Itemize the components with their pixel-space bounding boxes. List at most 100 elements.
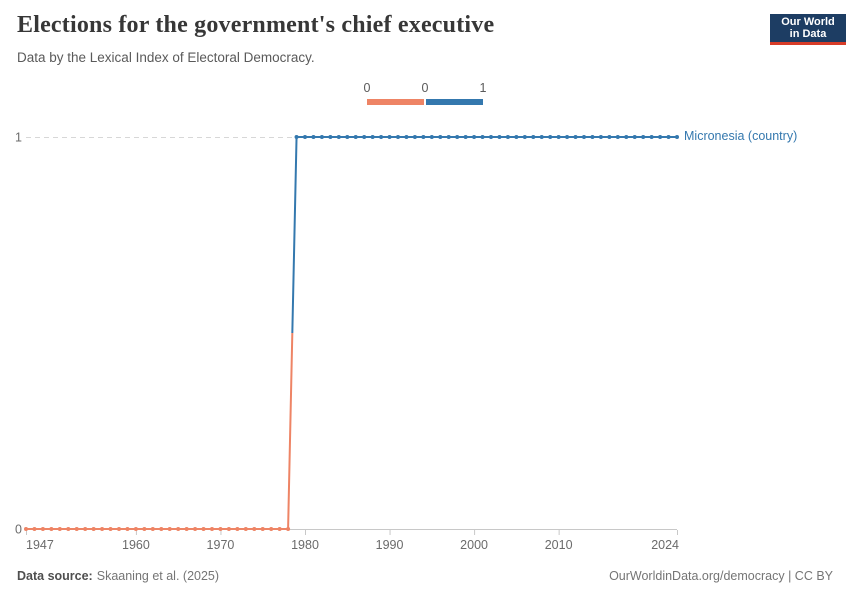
data-point[interactable] bbox=[167, 527, 172, 531]
data-point[interactable] bbox=[142, 527, 147, 531]
data-line-segment[interactable] bbox=[26, 332, 294, 530]
data-point[interactable] bbox=[573, 135, 578, 139]
data-point[interactable] bbox=[108, 527, 113, 531]
data-point[interactable] bbox=[328, 135, 333, 139]
footer-source-text: Skaaning et al. (2025) bbox=[96, 569, 220, 583]
legend-bin-swatch[interactable] bbox=[426, 99, 483, 105]
data-point[interactable] bbox=[277, 527, 282, 531]
data-point[interactable] bbox=[404, 135, 409, 139]
data-point[interactable] bbox=[531, 135, 536, 139]
data-point[interactable] bbox=[489, 135, 493, 139]
data-point[interactable] bbox=[260, 527, 265, 531]
data-point[interactable] bbox=[505, 135, 510, 139]
logo-line1: Our World bbox=[781, 16, 835, 28]
data-point[interactable] bbox=[133, 527, 138, 531]
data-point[interactable] bbox=[311, 135, 316, 139]
data-point[interactable] bbox=[100, 527, 105, 531]
data-point[interactable] bbox=[353, 135, 358, 139]
data-point[interactable] bbox=[74, 527, 79, 531]
x-tick-label: 2000 bbox=[460, 538, 488, 552]
data-point[interactable] bbox=[294, 135, 299, 139]
data-point[interactable] bbox=[49, 527, 54, 531]
data-point[interactable] bbox=[514, 135, 519, 139]
series-label-micronesia[interactable]: Micronesia (country) bbox=[684, 129, 798, 143]
data-point[interactable] bbox=[40, 527, 45, 531]
data-point[interactable] bbox=[666, 135, 671, 139]
x-tick-label: 1947 bbox=[26, 538, 54, 552]
data-point[interactable] bbox=[24, 527, 28, 531]
data-point[interactable] bbox=[463, 135, 468, 139]
data-point[interactable] bbox=[556, 135, 561, 139]
data-point[interactable] bbox=[472, 135, 477, 139]
data-point[interactable] bbox=[379, 135, 384, 139]
data-point[interactable] bbox=[201, 527, 206, 531]
data-point[interactable] bbox=[598, 135, 603, 139]
owid-logo[interactable]: Our World in Data bbox=[770, 14, 846, 45]
footer-source: Data source: Skaaning et al. (2025) bbox=[17, 569, 219, 583]
data-point[interactable] bbox=[455, 135, 460, 139]
data-point[interactable] bbox=[66, 527, 71, 531]
page-subtitle: Data by the Lexical Index of Electoral D… bbox=[17, 50, 315, 65]
x-tick-label: 1980 bbox=[291, 538, 319, 552]
data-point[interactable] bbox=[345, 135, 350, 139]
data-point[interactable] bbox=[446, 135, 451, 139]
data-point[interactable] bbox=[252, 527, 257, 531]
data-point[interactable] bbox=[387, 135, 392, 139]
data-point[interactable] bbox=[286, 527, 291, 531]
legend-label: 1 bbox=[479, 81, 487, 95]
bin-legend[interactable]: 0 0 1 bbox=[363, 81, 486, 106]
data-point[interactable] bbox=[125, 527, 130, 531]
data-point[interactable] bbox=[176, 527, 181, 531]
data-point[interactable] bbox=[370, 135, 375, 139]
logo-line2: in Data bbox=[789, 28, 827, 40]
data-point[interactable] bbox=[269, 527, 274, 531]
data-point[interactable] bbox=[235, 527, 240, 531]
data-line-segment[interactable] bbox=[291, 136, 677, 334]
page-title: Elections for the government's chief exe… bbox=[17, 12, 495, 38]
legend-label: 0 bbox=[363, 81, 371, 95]
data-point[interactable] bbox=[624, 135, 629, 139]
data-point[interactable] bbox=[336, 135, 341, 139]
data-point[interactable] bbox=[319, 135, 324, 139]
data-point[interactable] bbox=[32, 527, 37, 531]
x-tick-label: 1960 bbox=[122, 538, 150, 552]
data-point[interactable] bbox=[590, 135, 595, 139]
data-point[interactable] bbox=[582, 135, 586, 139]
data-point[interactable] bbox=[480, 135, 485, 139]
legend-bin-swatch[interactable] bbox=[367, 99, 424, 105]
data-point[interactable] bbox=[649, 135, 654, 139]
data-point[interactable] bbox=[565, 135, 570, 139]
data-point[interactable] bbox=[429, 135, 434, 139]
data-point[interactable] bbox=[548, 135, 553, 139]
data-point[interactable] bbox=[243, 527, 248, 531]
data-point[interactable] bbox=[226, 527, 231, 531]
data-point[interactable] bbox=[412, 135, 417, 139]
data-point[interactable] bbox=[632, 135, 637, 139]
data-point[interactable] bbox=[438, 135, 443, 139]
data-point[interactable] bbox=[150, 527, 155, 531]
data-point[interactable] bbox=[57, 527, 62, 531]
data-point[interactable] bbox=[615, 135, 620, 139]
data-point[interactable] bbox=[218, 527, 223, 531]
data-point[interactable] bbox=[607, 135, 612, 139]
data-point[interactable] bbox=[83, 527, 88, 531]
data-point[interactable] bbox=[184, 527, 189, 531]
data-point[interactable] bbox=[539, 135, 544, 139]
data-point[interactable] bbox=[522, 135, 527, 139]
data-point[interactable] bbox=[396, 135, 400, 139]
data-point[interactable] bbox=[303, 135, 307, 139]
data-point[interactable] bbox=[117, 527, 121, 531]
legend-bars bbox=[367, 99, 483, 105]
data-point[interactable] bbox=[675, 135, 679, 139]
data-point[interactable] bbox=[497, 135, 502, 139]
data-point[interactable] bbox=[159, 527, 164, 531]
data-point[interactable] bbox=[210, 527, 214, 531]
data-point[interactable] bbox=[421, 135, 426, 139]
data-point[interactable] bbox=[91, 527, 96, 531]
data-point[interactable] bbox=[641, 135, 646, 139]
data-point[interactable] bbox=[658, 135, 663, 139]
data-point[interactable] bbox=[362, 135, 367, 139]
data-point[interactable] bbox=[193, 527, 198, 531]
